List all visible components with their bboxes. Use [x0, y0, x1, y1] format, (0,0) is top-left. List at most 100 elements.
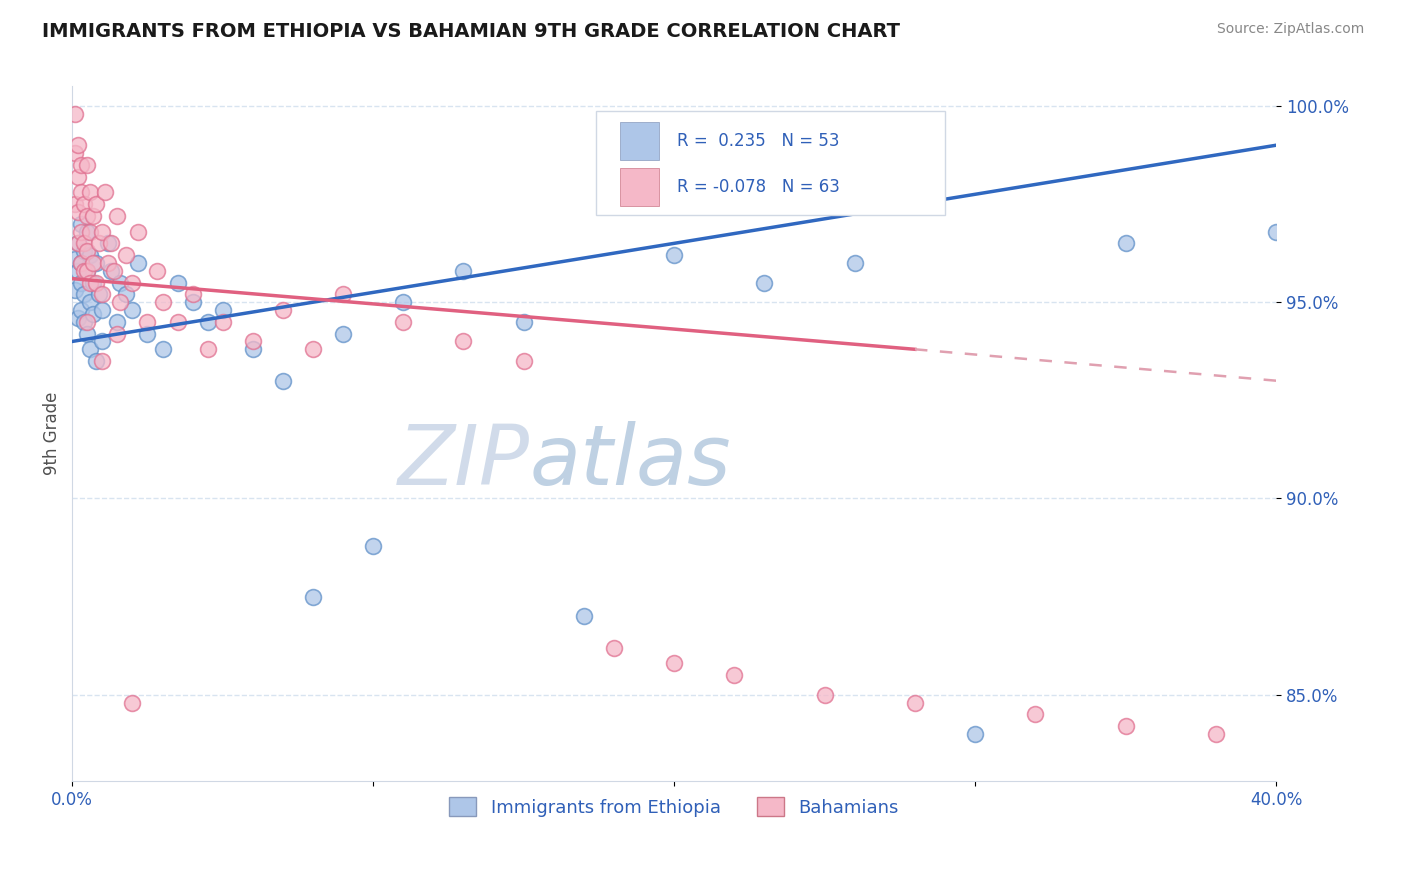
Point [82, 307, 104, 321]
Point [91, 287, 114, 301]
Point [332, 326, 354, 341]
Point [82, 256, 104, 270]
Y-axis label: 9th Grade: 9th Grade [44, 392, 60, 475]
Point [271, 374, 294, 388]
Point [91, 225, 114, 239]
Point [965, 727, 987, 741]
Point [662, 248, 685, 262]
Point [70, 186, 93, 200]
Point [242, 343, 264, 357]
Text: IMMIGRANTS FROM ETHIOPIA VS BAHAMIAN 9TH GRADE CORRELATION CHART: IMMIGRANTS FROM ETHIOPIA VS BAHAMIAN 9TH… [42, 22, 900, 41]
Point [67, 264, 90, 278]
Point [1115, 236, 1137, 251]
Point [662, 657, 685, 671]
Point [76, 244, 98, 259]
Point [211, 315, 233, 329]
Point [79, 186, 101, 200]
Point [115, 248, 138, 262]
Point [70, 256, 93, 270]
Point [76, 158, 98, 172]
Point [302, 343, 325, 357]
Text: R =  0.235   N = 53: R = 0.235 N = 53 [676, 132, 839, 151]
Point [84, 256, 107, 270]
Point [73, 287, 96, 301]
Point [110, 276, 132, 290]
Point [844, 256, 866, 270]
Point [82, 209, 104, 223]
Point [105, 315, 128, 329]
Point [70, 276, 93, 290]
Point [76, 225, 98, 239]
Point [65, 107, 87, 121]
Point [91, 303, 114, 318]
Point [67, 169, 90, 184]
Point [603, 640, 626, 655]
Point [97, 256, 120, 270]
Point [136, 315, 159, 329]
Point [70, 225, 93, 239]
Point [82, 276, 104, 290]
Point [271, 303, 294, 318]
Point [79, 343, 101, 357]
Point [76, 264, 98, 278]
Text: R = -0.078   N = 63: R = -0.078 N = 63 [676, 178, 839, 196]
Point [67, 205, 90, 219]
Point [127, 225, 149, 239]
Point [89, 287, 111, 301]
Point [110, 295, 132, 310]
Point [91, 334, 114, 349]
Point [70, 256, 93, 270]
Point [453, 264, 475, 278]
Point [121, 276, 143, 290]
Point [152, 295, 174, 310]
Point [73, 244, 96, 259]
FancyBboxPatch shape [620, 122, 658, 161]
Point [121, 696, 143, 710]
Point [302, 590, 325, 604]
Point [723, 668, 745, 682]
Point [65, 284, 87, 298]
Point [79, 276, 101, 290]
Point [332, 287, 354, 301]
Point [453, 334, 475, 349]
Point [70, 303, 93, 318]
Point [79, 248, 101, 262]
Point [76, 326, 98, 341]
Point [242, 334, 264, 349]
Text: atlas: atlas [530, 421, 731, 502]
Point [73, 315, 96, 329]
Point [512, 354, 534, 368]
Point [103, 264, 125, 278]
Point [84, 197, 107, 211]
Point [105, 326, 128, 341]
Point [181, 295, 204, 310]
Point [136, 326, 159, 341]
Point [65, 252, 87, 266]
Point [181, 287, 204, 301]
Point [197, 315, 219, 329]
Point [127, 256, 149, 270]
Point [512, 315, 534, 329]
Point [79, 295, 101, 310]
FancyBboxPatch shape [596, 111, 945, 215]
Point [76, 315, 98, 329]
Point [814, 688, 837, 702]
Point [67, 236, 90, 251]
Point [76, 264, 98, 278]
FancyBboxPatch shape [620, 168, 658, 206]
Point [392, 295, 415, 310]
Point [361, 539, 384, 553]
Point [65, 197, 87, 211]
Point [166, 315, 188, 329]
Point [94, 186, 117, 200]
Point [754, 276, 776, 290]
Text: ZIP: ZIP [398, 421, 530, 502]
Point [197, 343, 219, 357]
Point [67, 138, 90, 153]
Point [67, 310, 90, 325]
Point [105, 209, 128, 223]
Point [1115, 719, 1137, 733]
Point [73, 197, 96, 211]
Point [1205, 727, 1227, 741]
Point [76, 209, 98, 223]
